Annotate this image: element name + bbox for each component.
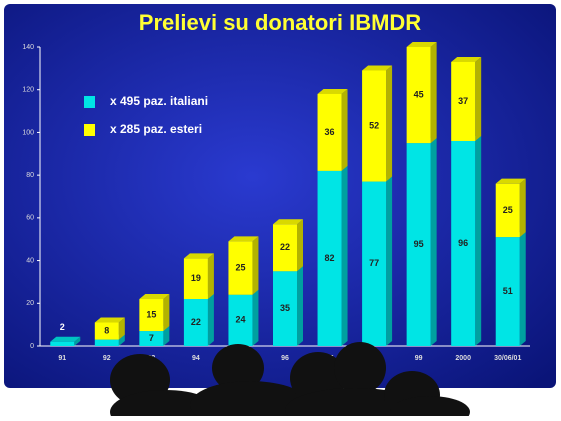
bar-side bbox=[386, 176, 393, 346]
bar bbox=[406, 143, 431, 346]
value-label: 36 bbox=[325, 127, 335, 137]
bar-top bbox=[317, 88, 348, 94]
bar-top bbox=[273, 219, 303, 225]
legend-swatch bbox=[84, 124, 95, 136]
bar bbox=[228, 241, 253, 295]
bar-side bbox=[207, 253, 214, 300]
bar bbox=[451, 61, 476, 141]
x-tick-label: 2000 bbox=[455, 355, 471, 362]
value-label: 2 bbox=[60, 322, 65, 332]
bar bbox=[228, 294, 253, 346]
x-tick-label: 99 bbox=[415, 355, 423, 362]
y-tick-label: 60 bbox=[26, 215, 34, 222]
bar-side bbox=[430, 138, 437, 346]
bar bbox=[451, 140, 476, 346]
y-tick-label: 140 bbox=[22, 44, 34, 51]
value-label: 82 bbox=[325, 253, 335, 263]
bar bbox=[183, 258, 208, 300]
value-label: 15 bbox=[146, 309, 156, 319]
y-tick-label: 40 bbox=[26, 257, 34, 264]
value-label: 51 bbox=[503, 286, 513, 296]
bar-side bbox=[207, 294, 214, 346]
bar bbox=[317, 93, 342, 171]
bar-side bbox=[297, 219, 303, 272]
value-label: 25 bbox=[235, 262, 245, 272]
value-label: 24 bbox=[235, 315, 245, 325]
x-tick-label: 91 bbox=[58, 355, 66, 362]
bar-side bbox=[74, 336, 81, 346]
bar-side bbox=[519, 178, 526, 238]
y-tick-label: 20 bbox=[26, 300, 34, 307]
bar-top bbox=[139, 294, 170, 300]
value-label: 19 bbox=[191, 273, 201, 283]
bar-top bbox=[451, 56, 482, 62]
y-tick-label: 80 bbox=[26, 172, 34, 179]
bar-side bbox=[341, 88, 348, 171]
bar bbox=[273, 224, 297, 272]
bar-side bbox=[252, 289, 259, 346]
value-label: 22 bbox=[191, 317, 201, 327]
bar bbox=[273, 271, 297, 346]
bar-top bbox=[362, 65, 393, 71]
y-tick-label: 120 bbox=[22, 87, 34, 94]
y-tick-label: 0 bbox=[30, 343, 34, 350]
bar-top bbox=[406, 42, 437, 47]
bar bbox=[406, 47, 431, 144]
bar-top bbox=[228, 236, 259, 242]
bar-side bbox=[163, 294, 170, 332]
bar-top bbox=[50, 336, 81, 342]
bar-side bbox=[519, 232, 526, 346]
bar bbox=[139, 331, 164, 346]
bar bbox=[495, 237, 520, 346]
value-label: 37 bbox=[458, 96, 468, 106]
bar bbox=[139, 299, 164, 332]
bar bbox=[183, 299, 208, 346]
x-tick-label: 94 bbox=[192, 355, 200, 362]
bar bbox=[317, 170, 342, 346]
bar-side bbox=[430, 42, 437, 144]
x-tick-label: 96 bbox=[281, 355, 289, 362]
bar-top bbox=[183, 253, 214, 259]
x-tick-label: 92 bbox=[103, 355, 111, 362]
bar-top bbox=[495, 178, 526, 184]
bar-side bbox=[475, 56, 482, 141]
x-tick-label: 30/06/01 bbox=[494, 355, 521, 362]
bar bbox=[94, 322, 119, 340]
bar-side bbox=[341, 165, 348, 346]
bar-side bbox=[163, 326, 170, 346]
legend-swatch bbox=[84, 96, 95, 108]
value-label: 35 bbox=[280, 303, 290, 313]
value-label: 95 bbox=[414, 239, 424, 249]
bar bbox=[495, 183, 520, 238]
chart-title: Prelievi su donatori IBMDR bbox=[139, 10, 421, 35]
value-label: 22 bbox=[280, 242, 290, 252]
bar bbox=[362, 181, 387, 346]
value-label: 96 bbox=[458, 238, 468, 248]
bar bbox=[362, 70, 387, 182]
bar-side bbox=[252, 236, 259, 295]
value-label: 7 bbox=[149, 333, 154, 343]
silhouettes bbox=[110, 342, 470, 421]
value-label: 8 bbox=[104, 325, 109, 335]
bar bbox=[94, 339, 119, 346]
bar-side bbox=[297, 266, 303, 346]
bar-side bbox=[118, 334, 125, 346]
bar-side bbox=[475, 135, 482, 346]
bar-top bbox=[94, 317, 125, 323]
legend-label: x 495 paz. italiani bbox=[110, 94, 208, 108]
bar-side bbox=[118, 317, 125, 340]
value-label: 25 bbox=[503, 205, 513, 215]
value-label: 77 bbox=[369, 258, 379, 268]
bar-side bbox=[386, 65, 393, 182]
value-label: 52 bbox=[369, 120, 379, 130]
bar bbox=[50, 341, 75, 346]
value-label: 45 bbox=[414, 89, 424, 99]
y-tick-label: 100 bbox=[22, 129, 34, 136]
legend-label: x 285 paz. esteri bbox=[110, 122, 202, 136]
